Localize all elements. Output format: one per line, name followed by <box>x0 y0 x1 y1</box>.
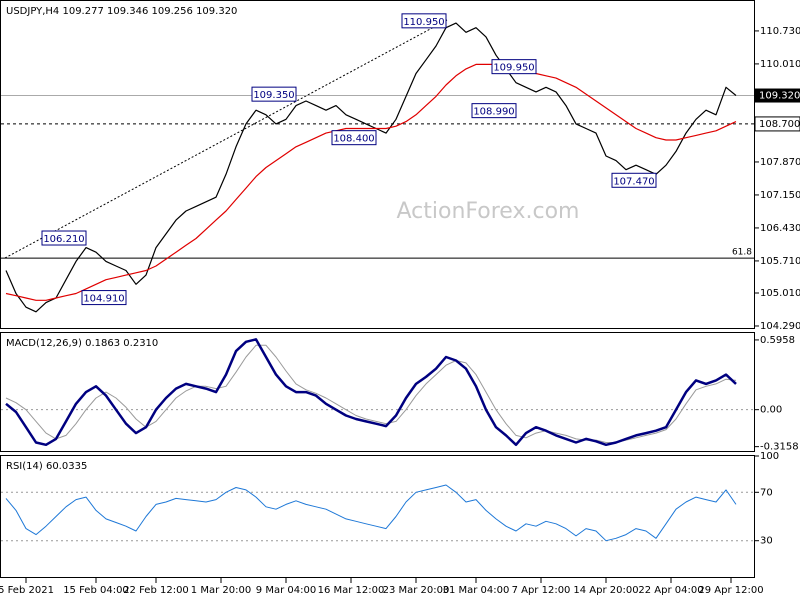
y-tick-label: 0.00 <box>760 405 782 416</box>
x-tick-label: 31 Mar 04:00 <box>443 585 510 596</box>
annotation-box <box>471 103 517 119</box>
annotation-box <box>491 59 537 75</box>
panel-title: MACD(12,26,9) 0.1863 0.2310 <box>6 338 158 349</box>
x-tick-label: 7 Apr 12:00 <box>512 585 571 596</box>
y-tick-label: 100 <box>760 451 779 462</box>
annotation-label: 108.400 <box>333 134 374 145</box>
annotation-label: 104.910 <box>83 294 124 305</box>
series-line <box>5 22 737 313</box>
annotation-box <box>81 290 127 306</box>
y-tick-label: 105.010 <box>760 288 800 299</box>
annotation-box <box>251 86 297 102</box>
level-box <box>754 116 800 132</box>
y-tick-label: 105.710 <box>760 256 800 267</box>
x-tick-label: 16 Mar 12:00 <box>318 585 385 596</box>
x-tick-label: 1 Mar 20:00 <box>191 585 251 596</box>
annotation-label: 107.470 <box>613 176 654 187</box>
y-tick-label: 104.290 <box>760 321 800 332</box>
annotation-label: 108.990 <box>473 107 514 118</box>
annotation-box <box>401 13 447 29</box>
x-tick-label: 23 Mar 20:00 <box>383 585 450 596</box>
annotation-box <box>41 230 87 246</box>
series-line <box>5 338 737 447</box>
x-tick-label: 22 Apr 04:00 <box>638 585 703 596</box>
x-tick-label: 9 Mar 04:00 <box>256 585 316 596</box>
y-tick-label: 107.870 <box>760 157 800 168</box>
macd-frame <box>0 332 755 452</box>
current-price-label: 109.320 <box>759 91 800 102</box>
fib-label: 61.8 <box>732 248 752 258</box>
panel-title: RSI(14) 60.0335 <box>6 461 87 472</box>
series-line <box>5 63 737 301</box>
x-tick-label: 29 Apr 12:00 <box>698 585 763 596</box>
series-line <box>5 484 737 542</box>
annotation-label: 106.210 <box>43 234 84 245</box>
price-frame <box>0 0 755 329</box>
x-tick-label: 15 Feb 04:00 <box>63 585 129 596</box>
annotation-label: 109.950 <box>493 63 534 74</box>
watermark: ActionForex.com <box>397 199 580 224</box>
annotation-label: 109.350 <box>253 90 294 101</box>
x-tick-label: 14 Apr 20:00 <box>573 585 638 596</box>
y-tick-label: 107.150 <box>760 190 800 201</box>
current-price-box <box>755 88 800 103</box>
panel-title: USDJPY,H4 109.277 109.346 109.256 109.32… <box>6 6 237 17</box>
annotation-label: 110.950 <box>403 17 444 28</box>
y-tick-label: 30 <box>760 536 773 547</box>
y-tick-label: 106.430 <box>760 223 800 234</box>
y-tick-label: 110.730 <box>760 26 800 37</box>
y-tick-label: -0.3158 <box>760 442 799 453</box>
y-tick-label: 0.5958 <box>760 335 795 346</box>
level-label: 108.700 <box>759 119 800 130</box>
x-tick-label: 22 Feb 12:00 <box>123 585 189 596</box>
y-tick-label: 70 <box>760 487 773 498</box>
series-line <box>5 344 737 443</box>
y-tick-label: 110.010 <box>760 59 800 70</box>
annotation-box <box>611 172 657 188</box>
rsi-frame <box>0 455 755 578</box>
annotation-box <box>331 130 377 146</box>
trend-line <box>4 19 448 259</box>
x-tick-label: 5 Feb 2021 <box>0 585 54 596</box>
